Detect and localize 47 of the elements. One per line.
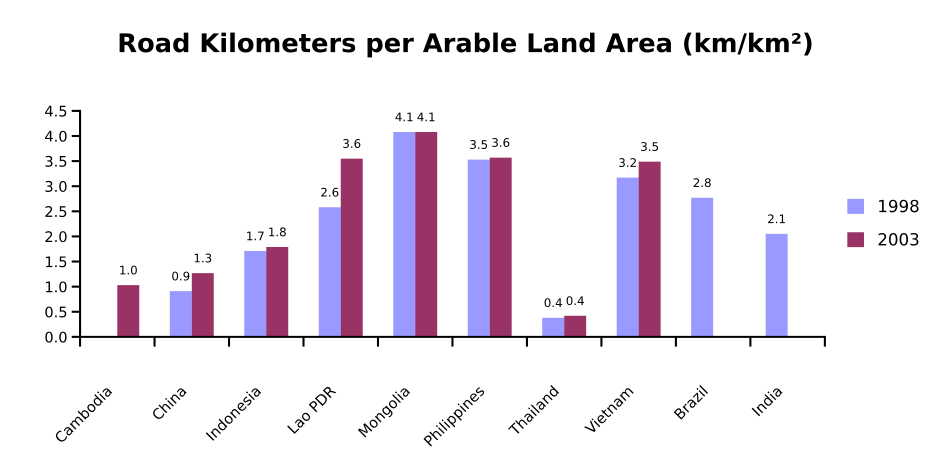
bar — [318, 207, 341, 337]
data-label: 0.9 — [172, 272, 190, 281]
bar — [616, 178, 639, 337]
data-label: 0.4 — [544, 298, 562, 308]
data-label: 1.8 — [269, 227, 286, 236]
bar — [415, 132, 438, 337]
bar — [691, 198, 714, 337]
data-label: 1.7 — [247, 232, 264, 240]
y-tick-label: 1.0 — [46, 281, 67, 292]
bar — [638, 162, 661, 337]
legend-label: 1998 — [879, 200, 919, 212]
data-label: 4.1 — [395, 112, 413, 122]
data-label: 2.1 — [768, 214, 785, 224]
data-label: 4.1 — [417, 112, 435, 122]
y-tick-label: 4.5 — [45, 106, 66, 117]
data-label: 1.0 — [120, 266, 137, 275]
bar — [766, 234, 788, 337]
data-label: 1.3 — [194, 254, 212, 262]
y-tick-label: 0.0 — [45, 332, 67, 343]
bar — [490, 158, 512, 337]
data-label: 2.8 — [694, 178, 711, 188]
bar — [170, 291, 192, 337]
data-label: 3.2 — [619, 158, 636, 168]
data-label: 3.6 — [343, 139, 360, 148]
bar — [340, 158, 363, 337]
y-tick-label: 3.5 — [45, 156, 66, 167]
bar — [468, 160, 490, 337]
bar — [117, 285, 140, 337]
data-label: 2.6 — [321, 188, 338, 197]
chart-title: Road Kilometers per Arable Land Area (km/km²) — [120, 32, 812, 58]
bar — [542, 318, 564, 337]
y-tick-label: 2.5 — [45, 206, 66, 218]
y-tick-label: 3.0 — [45, 180, 67, 192]
data-label: 3.6 — [492, 138, 510, 147]
bar — [244, 250, 266, 337]
bar — [266, 246, 288, 337]
y-tick-label: 0.5 — [45, 306, 66, 318]
bar — [564, 316, 586, 337]
data-label: 3.5 — [470, 140, 488, 149]
y-tick-label: 2.0 — [45, 231, 67, 242]
bar — [393, 132, 416, 337]
bar — [192, 273, 214, 337]
data-label: 0.4 — [566, 296, 584, 306]
legend-label: 2003 — [878, 233, 918, 246]
data-label: 3.5 — [641, 142, 658, 151]
y-tick-label: 1.5 — [46, 256, 66, 268]
y-tick-label: 4.0 — [45, 130, 67, 142]
